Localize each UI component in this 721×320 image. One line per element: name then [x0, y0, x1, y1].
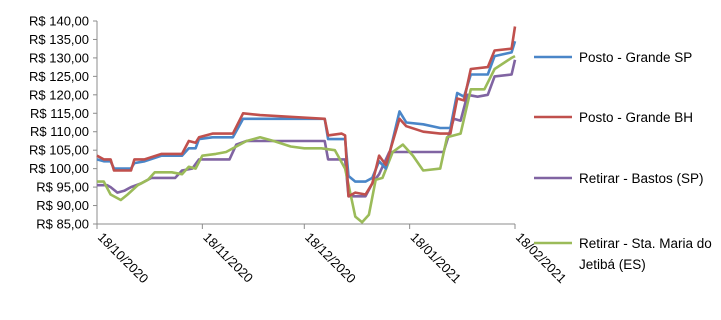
y-tick-label: R$ 125,00 [29, 69, 89, 84]
x-tick-label: 18/10/2020 [95, 230, 152, 287]
y-tick-label: R$ 100,00 [29, 161, 89, 176]
y-axis: R$ 85,00 R$ 90,00 R$ 95,00 R$ 100,00 R$ 105,… [29, 14, 98, 232]
y-tick-label: R$ 135,00 [29, 32, 89, 47]
y-tick-label: R$ 115,00 [30, 106, 89, 121]
series-line-1 [96, 26, 517, 198]
series-line-3 [97, 54, 516, 224]
legend: Posto - Grande SP Posto - Grande BH Retira… [534, 50, 712, 272]
x-tick-label: 18/11/2020 [200, 230, 256, 286]
y-tick-label: R$ 120,00 [29, 87, 89, 102]
x-tick-label: 18/12/2020 [302, 230, 359, 287]
plot-area [96, 26, 517, 224]
y-tick-label: R$ 110,00 [30, 124, 89, 139]
series-line-0 [96, 40, 517, 183]
y-tick-label: R$ 130,00 [29, 50, 89, 65]
x-axis: 18/10/2020 18/11/2020 18/12/2020 18/01/2021… [95, 223, 570, 287]
legend-label-0: Posto - Grande SP [579, 50, 692, 65]
y-tick-label: R$ 90,00 [36, 198, 89, 213]
y-tick-label: R$ 85,00 [36, 217, 89, 232]
legend-label-3: Jetibá (ES) [579, 257, 646, 272]
x-tick-label: 18/02/2021 [513, 230, 570, 287]
y-tick-label: R$ 105,00 [29, 143, 89, 158]
legend-label-2: Retirar - Bastos (SP) [579, 171, 704, 186]
y-tick-label: R$ 95,00 [36, 180, 89, 195]
y-tick-label: R$ 140,00 [29, 14, 89, 29]
legend-label-3: Retirar - Sta. Maria do [579, 236, 712, 251]
x-tick-label: 18/01/2021 [408, 230, 465, 287]
legend-label-1: Posto - Grande BH [579, 110, 693, 125]
